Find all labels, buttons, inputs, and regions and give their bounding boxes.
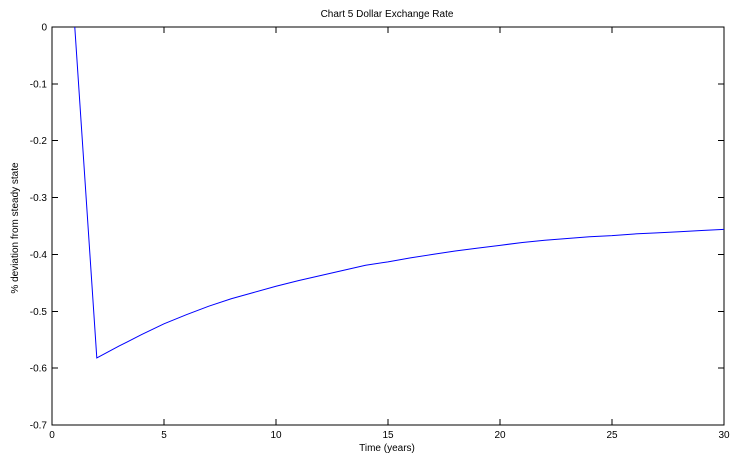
x-tick-label: 20	[494, 430, 506, 441]
x-tick-label: 0	[49, 430, 55, 441]
y-tick-label: -0.3	[30, 193, 48, 204]
x-tick-label: 15	[382, 430, 394, 441]
y-tick-label: -0.7	[30, 421, 48, 432]
chart-title: Chart 5 Dollar Exchange Rate	[321, 9, 454, 20]
y-tick-label: -0.1	[30, 79, 48, 90]
x-tick-label: 25	[606, 430, 618, 441]
series-line	[74, 27, 724, 359]
x-tick-label: 5	[161, 430, 167, 441]
y-tick-label: -0.2	[30, 136, 48, 147]
plot-area: 0 5 10 15 20 25 30 0 -0.1 -0.2 -0.3 -0.4 -0.5 -0.6 -0.…	[30, 23, 730, 442]
y-tick-label: -0.6	[30, 364, 48, 375]
x-tick-label: 10	[270, 430, 282, 441]
y-axis-label: % deviation from steady state	[10, 162, 21, 294]
y-tick-label: 0	[41, 23, 47, 34]
y-tick-label: -0.5	[30, 307, 48, 318]
x-axis-label: Time (years)	[359, 443, 415, 454]
x-tick-label: 30	[718, 430, 730, 441]
y-tick-label: -0.4	[30, 250, 48, 261]
